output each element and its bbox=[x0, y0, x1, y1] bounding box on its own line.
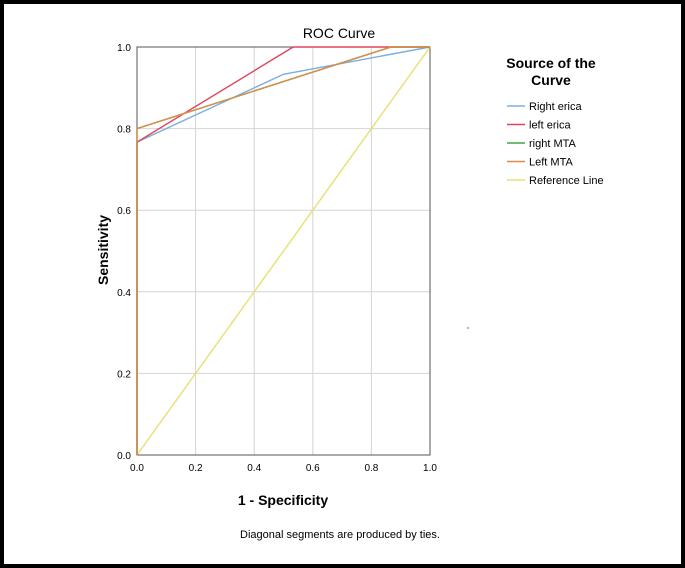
y-tick-label: 0.0 bbox=[117, 451, 131, 462]
legend-title-line2: Curve bbox=[531, 72, 571, 88]
x-tick-label: 0.8 bbox=[364, 463, 378, 474]
footnote: Diagonal segments are produced by ties. bbox=[240, 529, 440, 541]
series-line-reference-line bbox=[136, 46, 431, 456]
tick-labels: 0.0 0.2 0.4 0.6 0.8 1.0 0.0 0.2 0.4 0.6 0.8 1.0 bbox=[117, 43, 437, 474]
series-line-left-mta bbox=[136, 46, 430, 455]
legend-label-left-erica: left erica bbox=[529, 120, 571, 132]
legend-label-reference-line: Reference Line bbox=[529, 175, 604, 187]
y-axis-label: Sensitivity bbox=[95, 215, 111, 285]
legend-items: Right erica left erica right MTA Left MTA Re… bbox=[507, 101, 604, 187]
chart-title: ROC Curve bbox=[303, 25, 376, 41]
x-axis-label: 1 - Specificity bbox=[238, 492, 328, 508]
x-tick-label: 0.4 bbox=[247, 463, 261, 474]
legend-label-right-mta: right MTA bbox=[529, 138, 577, 150]
x-tick-label: 0.6 bbox=[306, 463, 320, 474]
y-tick-label: 0.8 bbox=[117, 125, 131, 136]
x-tick-label: 0.2 bbox=[189, 463, 203, 474]
legend: Source of the Curve Right erica left eric… bbox=[506, 55, 603, 187]
x-tick-label: 0.0 bbox=[130, 463, 144, 474]
series-lines bbox=[136, 46, 431, 456]
legend-title-line1: Source of the bbox=[506, 55, 596, 71]
stray-dot bbox=[466, 326, 470, 330]
y-tick-label: 0.2 bbox=[117, 369, 131, 380]
x-tick-label: 1.0 bbox=[423, 463, 437, 474]
y-tick-label: 0.6 bbox=[117, 206, 131, 217]
y-tick-label: 1.0 bbox=[117, 43, 131, 54]
legend-label-right-erica: Right erica bbox=[529, 101, 582, 113]
y-tick-label: 0.4 bbox=[117, 288, 131, 299]
legend-label-left-mta: Left MTA bbox=[529, 157, 573, 169]
